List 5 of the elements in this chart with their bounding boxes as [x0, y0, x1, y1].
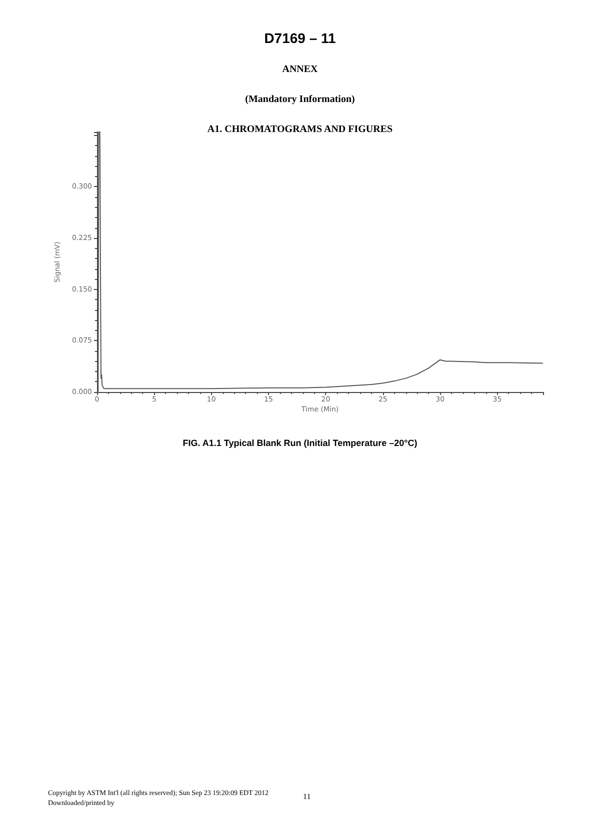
- line-series: [96, 132, 544, 392]
- caption: FIG. A1.1 Typical Blank Run (Initial Temperature –20°C): [182, 438, 418, 448]
- text: ANNEX (Mandatory Information) A1. CHROMATOGRAMS AND FIGURES: [207, 64, 393, 135]
- text: 11: [303, 792, 311, 801]
- chart-title: D7169 – 11: [263, 30, 337, 46]
